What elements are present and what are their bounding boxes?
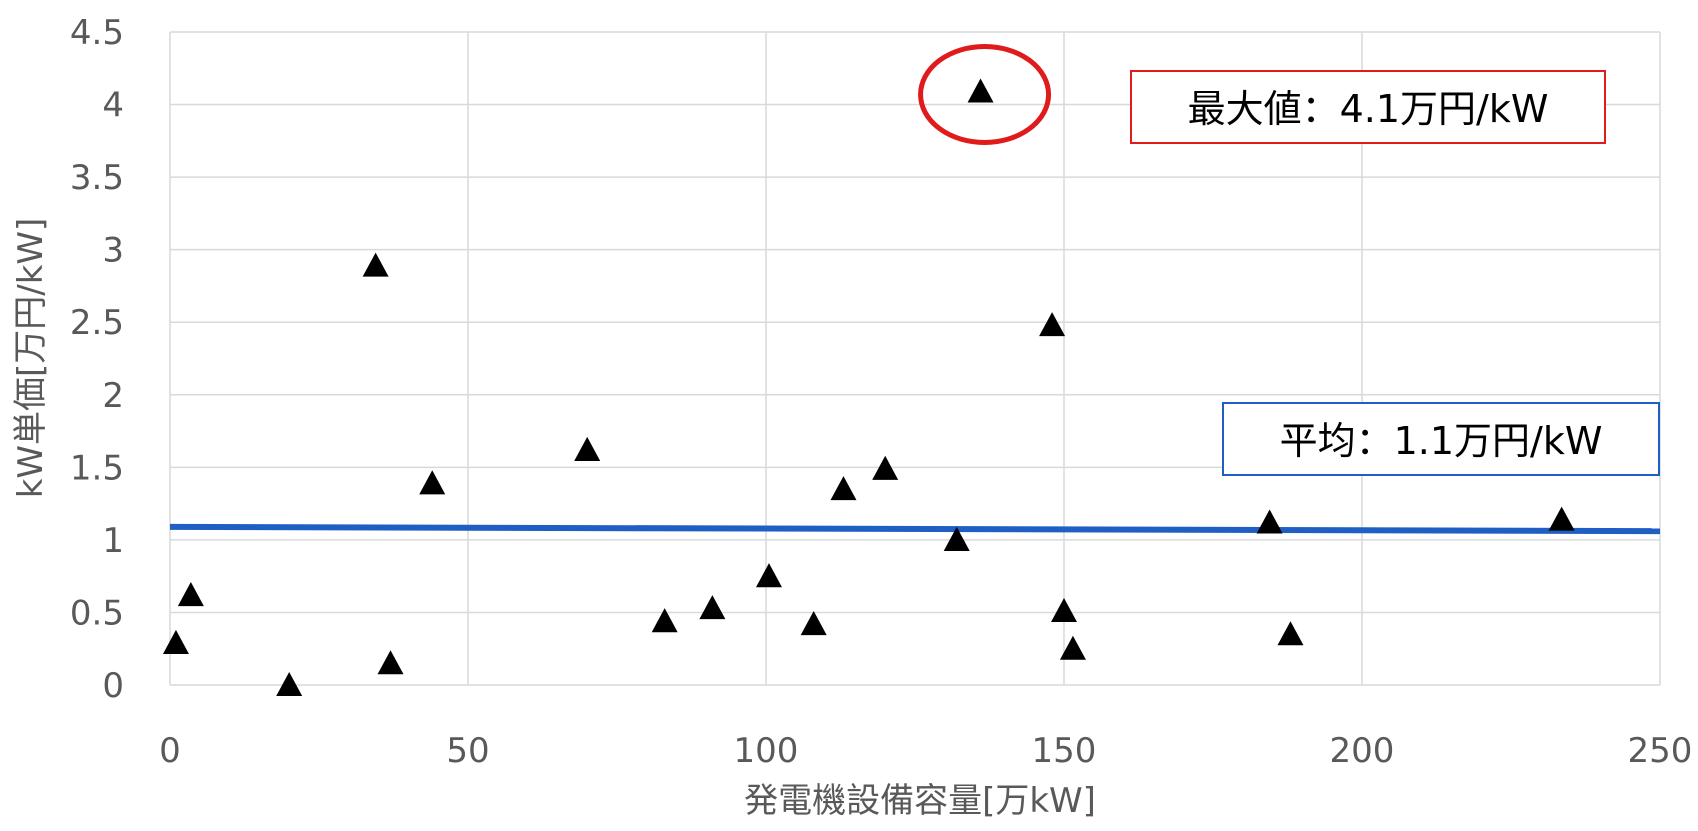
y-tick-label: 2 <box>102 376 124 416</box>
data-point-marker <box>574 436 601 461</box>
y-axis-title: kW単価[万円/kW] <box>11 218 51 499</box>
average-callout-box <box>1222 402 1660 476</box>
data-point-marker <box>276 672 303 697</box>
data-point-marker <box>755 563 782 588</box>
x-tick-labels: 0 50 100 150 200 250 <box>159 731 1692 771</box>
y-tick-label: 0.5 <box>70 593 124 633</box>
x-tick-label: 0 <box>159 731 181 771</box>
data-point-marker <box>699 595 726 620</box>
data-point-marker <box>651 608 678 633</box>
y-tick-label: 2.5 <box>70 303 124 343</box>
x-tick-label: 50 <box>446 731 489 771</box>
grid-lines <box>169 31 1661 686</box>
data-markers <box>162 78 1575 697</box>
average-callout-text: 平均：1.1万円/kW <box>1280 419 1603 463</box>
y-tick-label: 1.5 <box>70 448 124 488</box>
max-value-callout: 最大値：4.1万円/kW <box>1130 70 1606 144</box>
data-point-marker <box>177 582 204 607</box>
data-point-marker <box>1548 506 1575 531</box>
max-value-callout-text: 最大値：4.1万円/kW <box>1188 87 1549 131</box>
data-point-marker <box>1256 509 1283 534</box>
y-tick-label: 1 <box>102 521 124 561</box>
y-tick-labels: 0 0.5 1 1.5 2 2.5 3 3.5 4 4.5 <box>70 13 124 706</box>
data-point-marker <box>830 476 857 501</box>
data-point-marker <box>1277 621 1304 646</box>
data-point-marker <box>1059 635 1086 660</box>
data-point-marker <box>800 611 827 636</box>
average-callout: 平均：1.1万円/kW <box>1222 402 1660 476</box>
data-point-marker <box>377 650 404 675</box>
x-tick-label: 250 <box>1628 731 1693 771</box>
data-point-marker <box>967 78 994 103</box>
data-point-marker <box>872 455 899 480</box>
max-value-callout-box <box>1130 70 1606 144</box>
data-point-marker <box>362 252 389 277</box>
data-point-marker <box>1051 597 1077 623</box>
y-tick-label: 0 <box>102 666 124 706</box>
data-point-marker <box>1039 312 1066 337</box>
data-point-marker <box>162 629 189 654</box>
x-tick-label: 100 <box>734 731 799 771</box>
y-tick-label: 4.5 <box>70 13 124 53</box>
data-point-marker <box>419 470 446 495</box>
y-tick-label: 3 <box>102 231 124 271</box>
y-tick-label: 4 <box>102 86 124 126</box>
average-line <box>169 523 1661 535</box>
x-axis-title: 発電機設備容量[万kW] <box>744 781 1096 821</box>
x-tick-label: 150 <box>1032 731 1097 771</box>
x-tick-label: 200 <box>1330 731 1395 771</box>
y-tick-label: 3.5 <box>70 158 124 198</box>
max-value-highlight-circle <box>918 43 1052 145</box>
data-point-marker <box>943 526 970 551</box>
